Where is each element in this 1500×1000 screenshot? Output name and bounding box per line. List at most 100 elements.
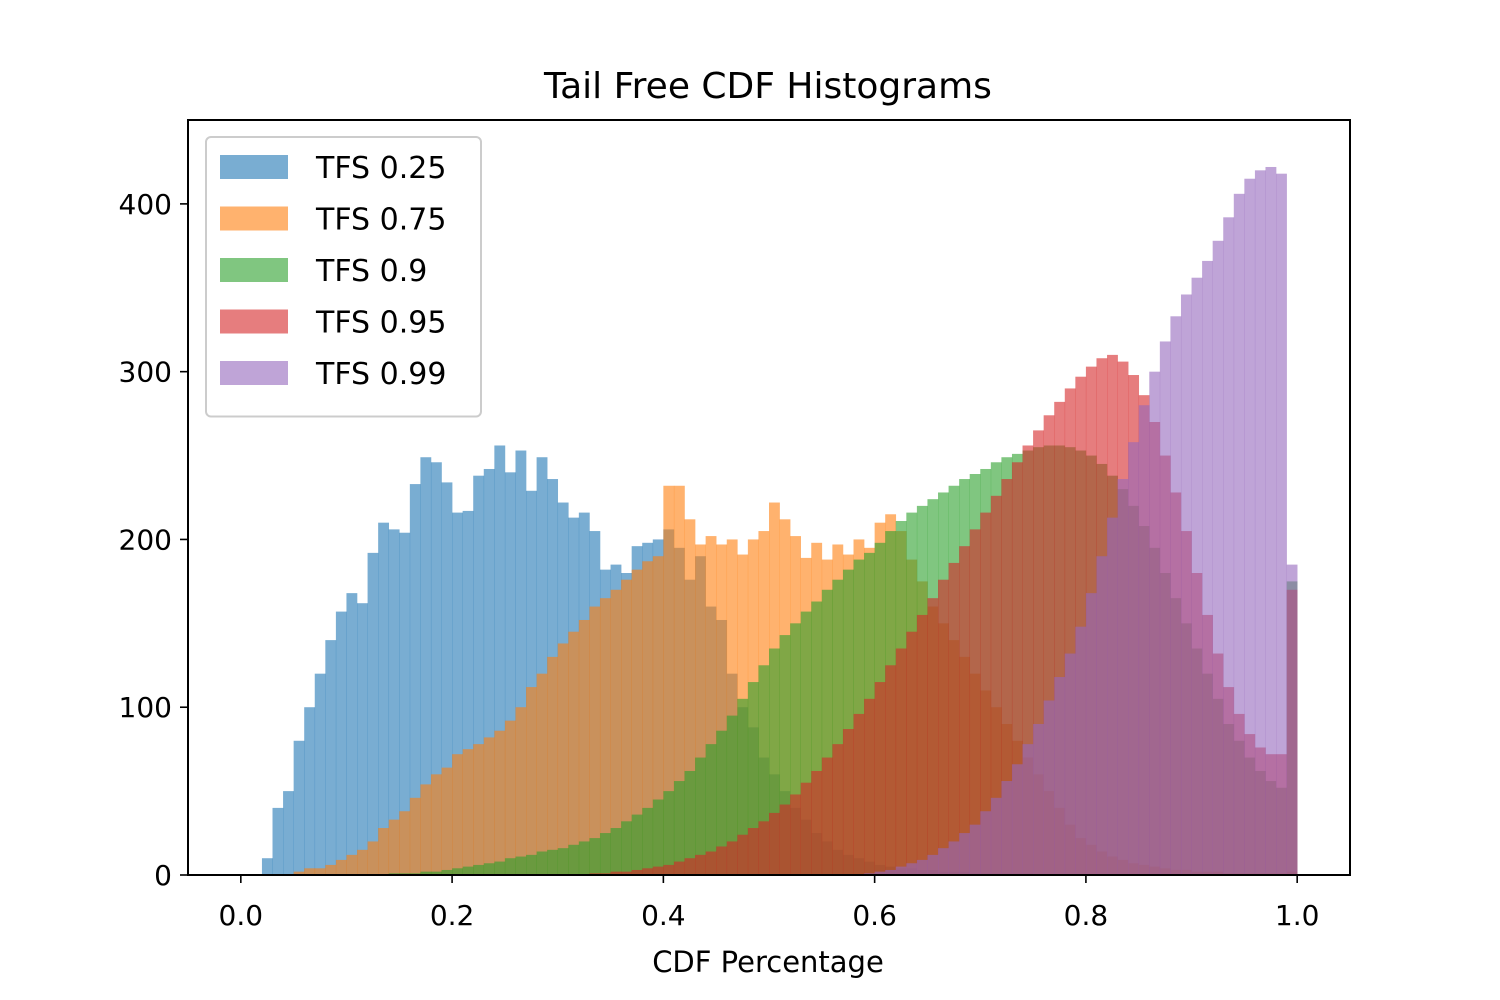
histogram-bar — [1107, 517, 1118, 875]
histogram-bar — [684, 858, 696, 875]
histogram-bar — [726, 841, 738, 875]
histogram-bar — [1233, 193, 1245, 875]
histogram-bar — [420, 871, 432, 875]
histogram-bar — [927, 598, 939, 875]
histogram-bar — [1022, 744, 1034, 875]
histogram-bar — [547, 849, 559, 875]
histogram-bar — [557, 848, 569, 875]
x-tick-label: 0.4 — [641, 899, 686, 932]
histogram-bar — [927, 854, 939, 875]
y-tick-label: 100 — [119, 691, 172, 724]
histogram-bar — [631, 814, 643, 875]
histogram-bar — [1244, 178, 1256, 876]
histogram-bar — [599, 833, 611, 875]
plot-frame — [187, 119, 1351, 876]
histogram-bar — [1075, 626, 1087, 875]
histogram-bar — [938, 579, 949, 875]
histogram-bar — [462, 749, 474, 875]
histogram-bar — [874, 682, 886, 875]
histogram-bar — [758, 821, 770, 875]
histogram-bar — [367, 841, 379, 875]
histogram-bar — [515, 856, 527, 875]
histogram-bar — [758, 665, 770, 875]
histogram-bar — [1022, 445, 1034, 875]
histogram-bar — [388, 529, 400, 875]
legend-label: TFS 0.9 — [315, 254, 427, 289]
histogram-bar — [335, 859, 347, 875]
histogram-bar — [346, 854, 358, 875]
histogram-bar — [378, 522, 390, 875]
histogram-bar — [399, 811, 411, 875]
legend-label: TFS 0.95 — [315, 306, 446, 341]
histogram-bar — [399, 532, 411, 875]
histogram-bar — [716, 846, 728, 875]
histogram-bar — [864, 698, 875, 875]
legend-swatch — [220, 258, 288, 282]
histogram-bar — [568, 844, 580, 875]
histogram-bar — [388, 819, 400, 875]
histogram-bar — [832, 579, 844, 875]
histogram-bar — [325, 864, 337, 875]
histogram-bar — [642, 561, 654, 875]
histogram-bar — [800, 782, 812, 875]
histogram-bar — [304, 868, 316, 875]
histogram-bar — [494, 445, 506, 875]
histogram-bar — [673, 861, 685, 875]
x-tick-label: 0.6 — [852, 899, 897, 932]
histogram-bar — [1096, 556, 1108, 875]
legend-swatch — [220, 155, 288, 179]
histogram-bar — [1054, 677, 1066, 875]
histogram-bar — [726, 715, 738, 875]
histogram-bar — [357, 849, 368, 875]
histogram-bar — [990, 797, 1002, 875]
histogram-bar — [441, 869, 453, 875]
x-tick-label: 0.8 — [1064, 899, 1109, 932]
histogram-bar — [737, 698, 749, 875]
histogram-bar — [420, 457, 432, 875]
histogram-bar — [420, 784, 432, 875]
histogram-bar — [304, 707, 316, 875]
histogram-bar — [684, 770, 696, 875]
x-axis: 0.0 0.2 0.4 0.6 0.8 1.0 — [219, 875, 1319, 932]
histogram-bar — [726, 539, 738, 875]
histogram-bar — [409, 484, 421, 875]
histogram-bar — [621, 871, 632, 875]
y-tick-label: 200 — [119, 523, 172, 556]
histogram-bar — [705, 744, 717, 875]
histogram-bar — [1085, 593, 1097, 875]
histogram-bar — [631, 869, 643, 875]
histogram-bar — [769, 812, 780, 875]
histogram-bar — [695, 544, 706, 875]
histogram-bar — [504, 472, 516, 875]
histogram-bar — [705, 851, 717, 875]
histogram-bar — [652, 556, 664, 875]
legend-label: TFS 0.99 — [315, 357, 446, 392]
histogram-bar — [483, 737, 495, 875]
histogram-bar — [779, 804, 791, 875]
y-axis: 0 100 200 300 400 — [119, 188, 188, 892]
histogram-bar — [990, 495, 1002, 875]
histogram-bar — [430, 462, 442, 875]
legend-swatch — [220, 309, 288, 334]
histogram-bar — [610, 828, 622, 875]
histogram-bar — [1117, 479, 1129, 875]
histogram-bar — [716, 730, 728, 875]
x-axis-label: CDF Percentage — [652, 945, 884, 979]
histogram-bar — [599, 598, 611, 875]
histogram-bar — [1064, 388, 1076, 875]
series-5 — [864, 166, 1298, 876]
histogram-bar — [441, 767, 453, 875]
histogram-bar — [948, 562, 960, 875]
histogram-bar — [1180, 294, 1192, 875]
histogram-bar — [663, 791, 675, 875]
histogram-bar — [452, 868, 463, 875]
histogram-bar — [959, 833, 971, 875]
histogram-bar — [409, 797, 421, 875]
histogram-bar — [1075, 376, 1087, 875]
histogram-bar — [1064, 653, 1076, 875]
legend-swatch — [220, 206, 288, 231]
histogram-bar — [916, 614, 928, 875]
histogram-bar — [494, 730, 506, 875]
histogram-bar — [441, 482, 453, 875]
histogram-bar — [1054, 401, 1066, 875]
